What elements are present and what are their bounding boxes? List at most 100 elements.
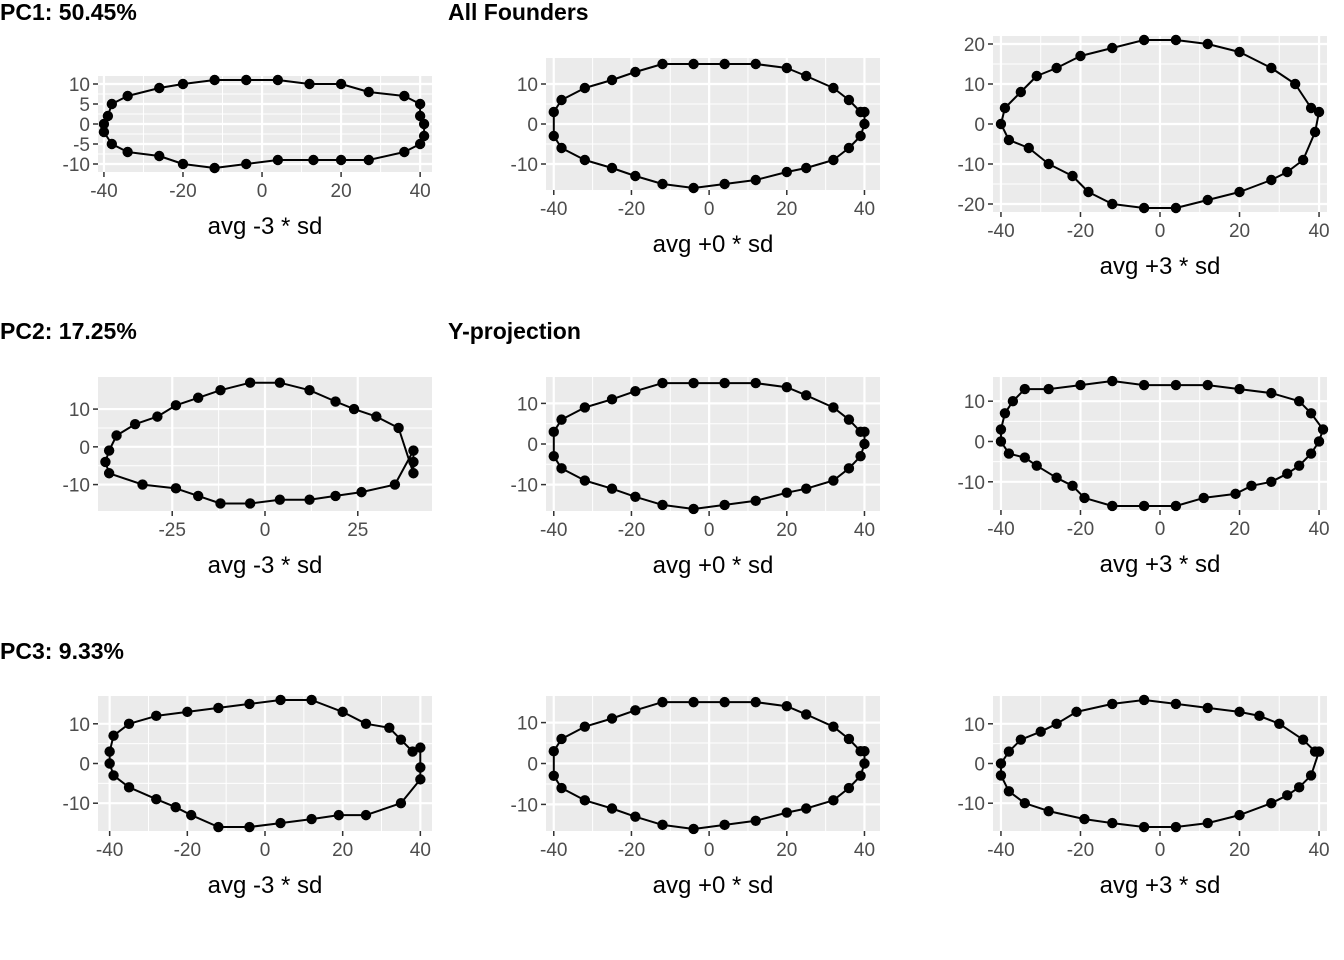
data-point [1015, 734, 1027, 745]
x-axis-title: avg -3 * sd [208, 872, 323, 899]
data-point [1170, 500, 1182, 512]
data-point [828, 82, 839, 94]
x-tick-label: 40 [854, 840, 875, 861]
plot-r2-c3: -40 -20 0 20 40 -10 0 10 avg +3 * sd [958, 375, 1330, 578]
data-point [1107, 375, 1118, 387]
x-tick-label: -40 [90, 181, 117, 202]
data-point [548, 450, 559, 462]
y-tick-label: 5 [79, 95, 90, 116]
data-point [801, 390, 812, 401]
data-point [408, 468, 419, 479]
x-axis-title: avg -3 * sd [208, 552, 323, 579]
y-tick-label: -20 [958, 195, 985, 216]
data-point [657, 377, 668, 389]
row-subtitle-all-founders: All Founders [448, 0, 589, 25]
x-axis-title: avg +3 * sd [1100, 253, 1221, 280]
data-point [1138, 821, 1150, 833]
y-tick-label: -5 [73, 135, 90, 156]
data-point [719, 499, 730, 511]
y-tick-label: 0 [974, 755, 985, 776]
data-point [1138, 694, 1150, 706]
data-point [151, 710, 162, 722]
data-point [781, 807, 792, 818]
data-point [1075, 50, 1086, 62]
data-point [548, 106, 559, 118]
data-point [828, 475, 839, 486]
data-point [1282, 790, 1293, 801]
data-point [1015, 86, 1027, 98]
data-point [1075, 379, 1086, 391]
x-tick-label: 20 [332, 840, 353, 861]
data-point [657, 499, 668, 511]
x-tick-label: 20 [1229, 221, 1250, 242]
data-point [1293, 395, 1305, 407]
y-tick-label: 10 [69, 75, 90, 96]
data-point [630, 811, 641, 822]
y-tick-label: 10 [69, 715, 90, 736]
data-point [1317, 424, 1329, 435]
x-axis-title: avg +3 * sd [1100, 551, 1221, 578]
data-point [828, 721, 839, 732]
data-point [1289, 78, 1301, 90]
data-point [630, 66, 641, 78]
data-point [750, 58, 761, 70]
data-point [843, 733, 855, 745]
data-point [1234, 383, 1245, 395]
y-tick-label: 0 [527, 755, 538, 776]
data-point [843, 414, 855, 425]
data-point [1051, 62, 1062, 74]
data-point [244, 821, 255, 833]
data-point [688, 696, 699, 708]
data-point [828, 402, 839, 413]
y-tick-label: 10 [517, 714, 538, 735]
data-point [414, 110, 426, 122]
y-tick-label: 10 [517, 394, 538, 415]
data-point [999, 102, 1011, 114]
x-tick-label: -40 [540, 199, 567, 220]
data-point [213, 821, 224, 833]
data-point [98, 126, 110, 138]
data-point [1170, 379, 1182, 391]
data-point [1083, 186, 1094, 198]
data-point [104, 758, 115, 769]
data-point [123, 718, 135, 729]
data-point [98, 118, 110, 130]
data-point [1003, 746, 1015, 757]
data-point [154, 150, 165, 162]
data-point [1293, 460, 1305, 471]
data-point [215, 498, 226, 509]
y-tick-label: -10 [958, 794, 985, 815]
data-point [389, 479, 401, 490]
outline-line [1000, 39, 1320, 209]
data-point [371, 411, 382, 422]
data-point [304, 494, 315, 505]
data-point [209, 74, 220, 86]
data-point [1202, 194, 1213, 206]
data-point [308, 154, 319, 166]
data-point [1293, 782, 1305, 793]
data-point [859, 438, 870, 450]
data-point [1043, 805, 1054, 817]
data-point [606, 394, 618, 405]
data-point [363, 154, 374, 166]
data-point [1003, 448, 1015, 459]
data-point [1107, 817, 1118, 829]
data-point [750, 495, 761, 507]
data-point [855, 106, 866, 118]
data-point [579, 154, 591, 166]
data-point [244, 498, 256, 509]
data-point [657, 819, 668, 831]
y-tick-label: 0 [527, 115, 538, 136]
data-point [855, 746, 866, 757]
data-point [414, 138, 426, 150]
data-point [274, 377, 286, 388]
data-point [1309, 126, 1321, 138]
data-point [1003, 134, 1015, 146]
x-tick-label: 40 [854, 199, 875, 220]
row-title-pc2: PC2: 17.25% [0, 318, 137, 344]
data-point [657, 178, 668, 190]
x-tick-label: -25 [158, 520, 185, 541]
data-point [182, 706, 193, 718]
